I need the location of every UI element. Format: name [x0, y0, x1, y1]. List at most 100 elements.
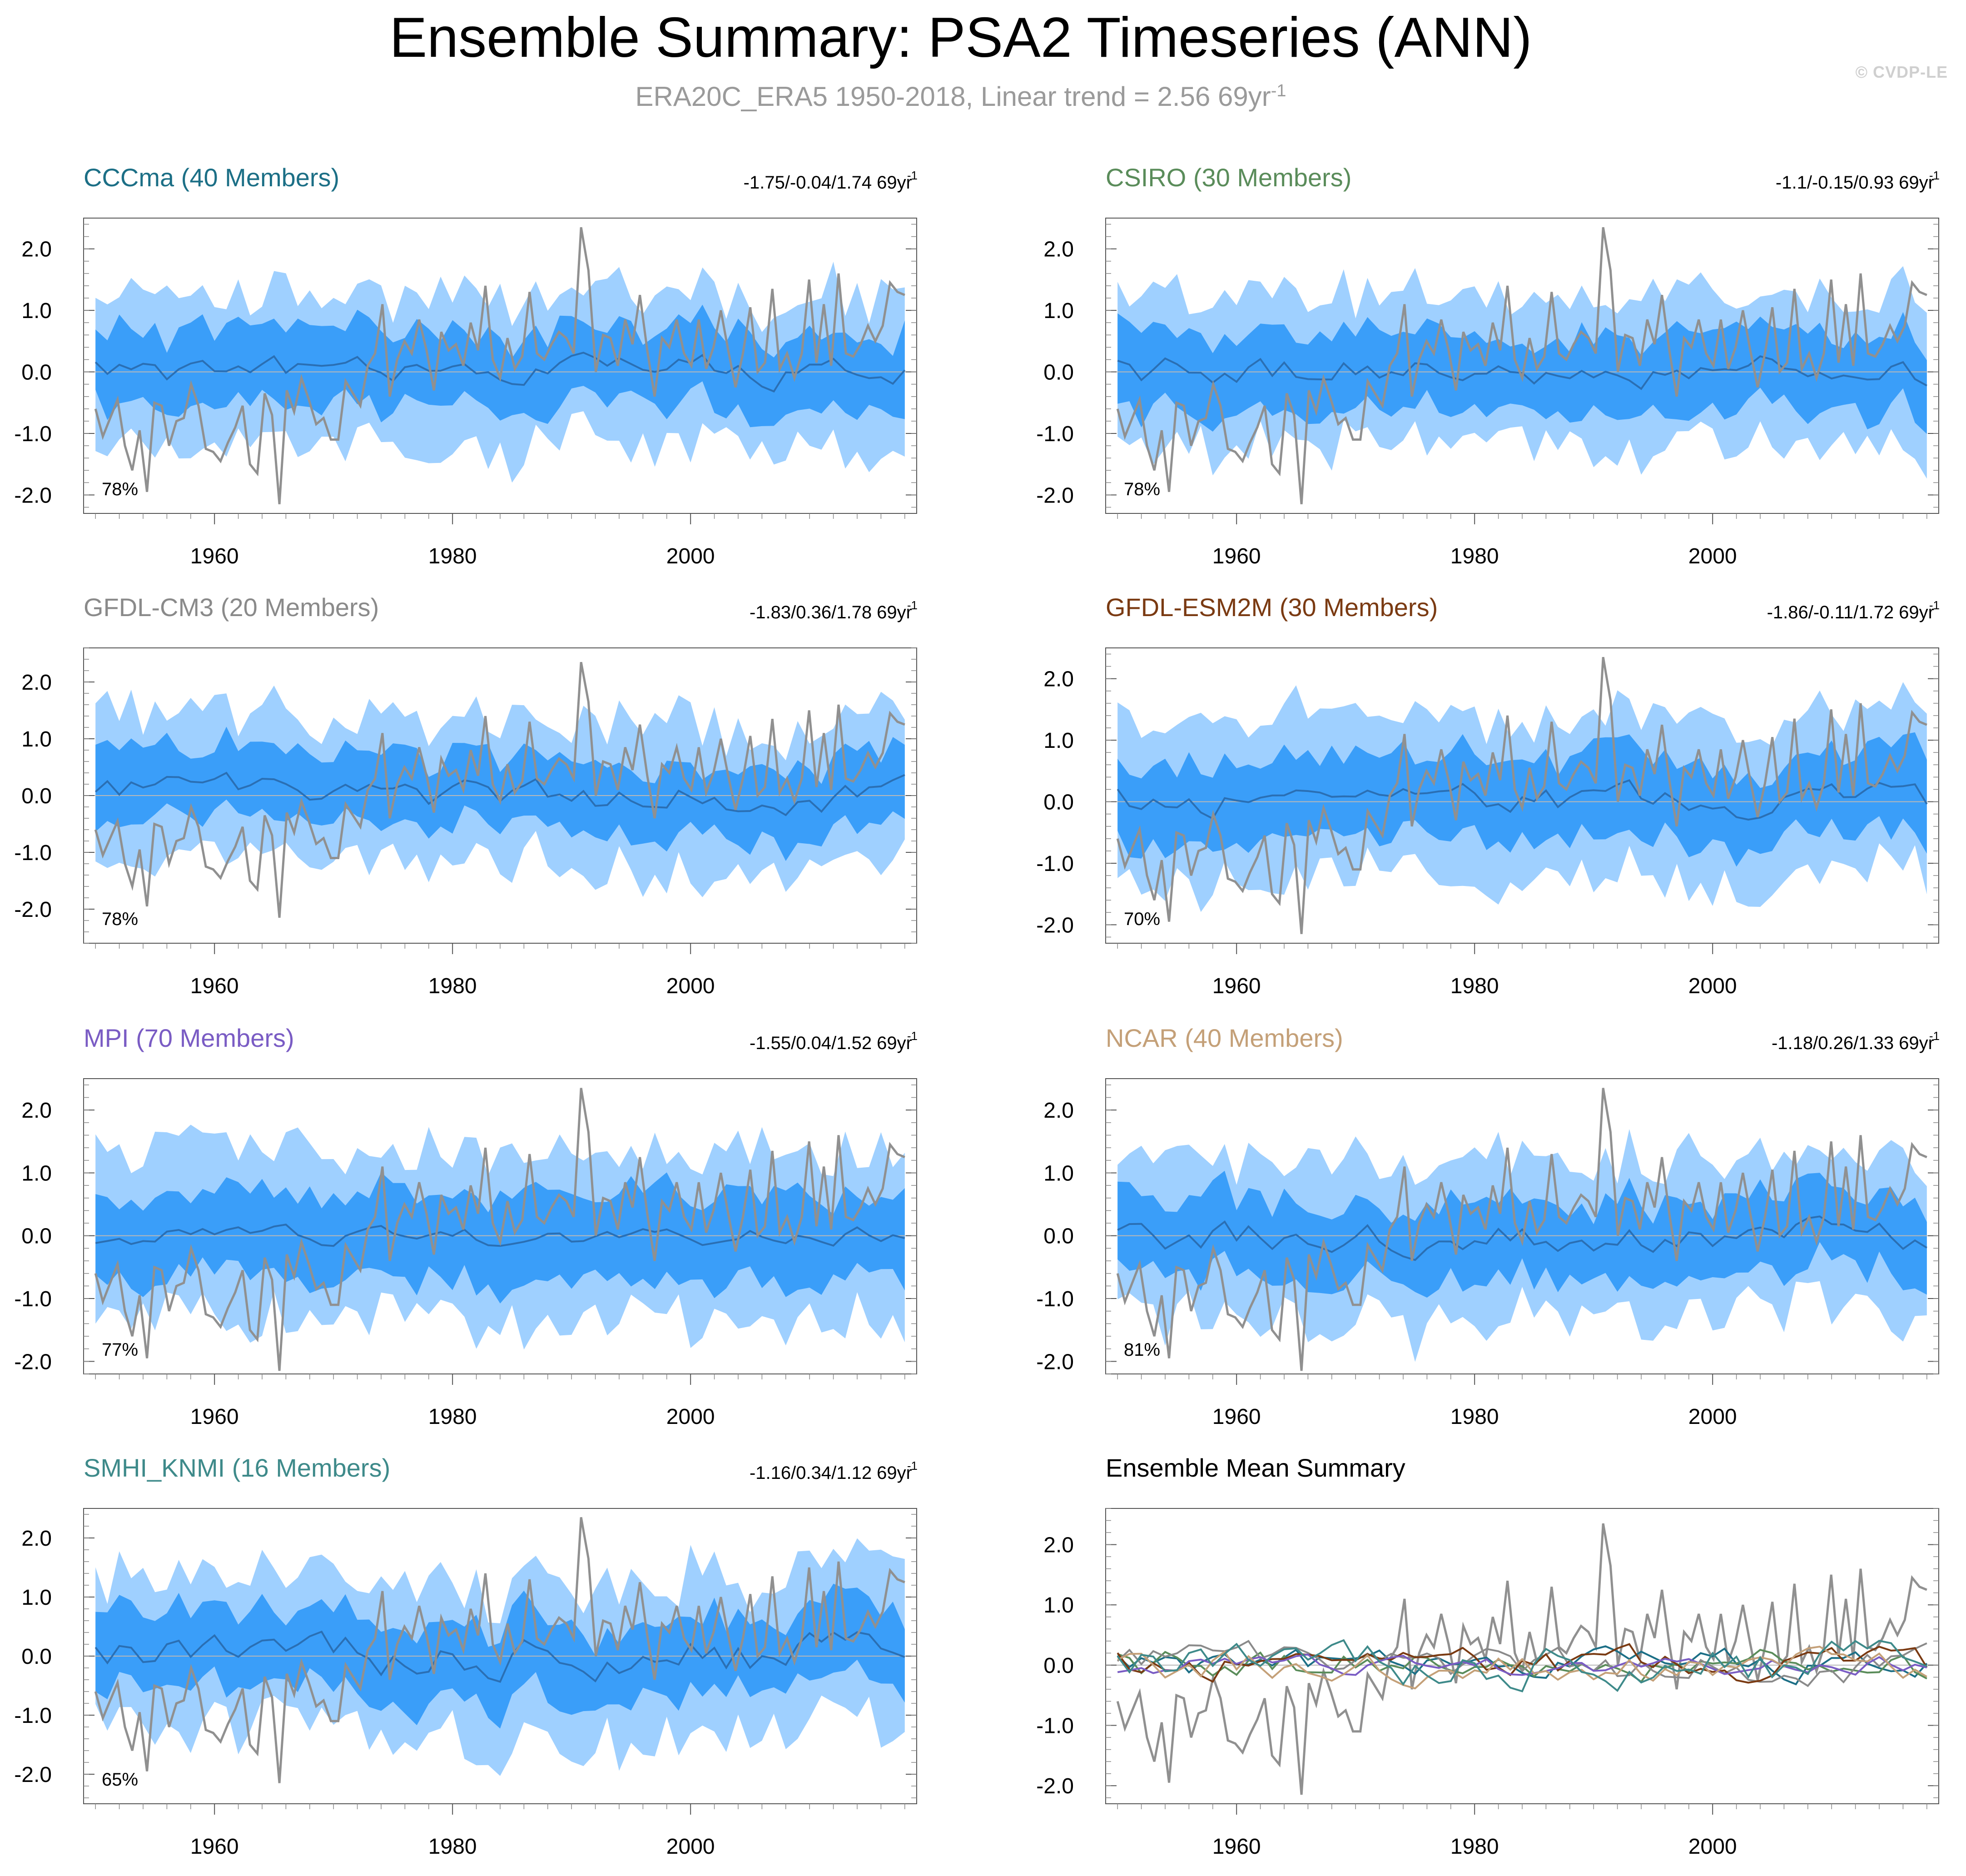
x-tick-label: 2000 [666, 1405, 715, 1429]
y-tick-label: 0.0 [21, 361, 52, 385]
plot-frame [1105, 1508, 1939, 1804]
y-tick-label: -1.0 [1036, 1714, 1074, 1738]
x-tick-label: 1960 [1212, 1405, 1261, 1429]
ensemble-mean-line [1117, 779, 1928, 821]
observation-line [1116, 657, 1927, 934]
inner-spread-band [95, 727, 905, 861]
y-tick-label: -1.0 [1036, 422, 1074, 446]
panel-title: MPI (70 Members) [84, 1024, 294, 1052]
panel-stats: -1.55/0.04/1.52 69yr [750, 1033, 912, 1053]
observation-line [94, 1517, 905, 1783]
percent-label: 81% [1124, 1340, 1160, 1360]
subtitle-text: ERA20C_ERA5 1950-2018, Linear trend = 2.… [635, 81, 1271, 112]
panel-stats: -1.16/0.34/1.12 69yr [750, 1463, 912, 1483]
observation-line [1116, 227, 1927, 504]
x-tick-label: 1960 [190, 974, 239, 998]
x-tick-label: 2000 [1688, 1835, 1737, 1859]
x-tick-label: 1960 [190, 1405, 239, 1429]
ensemble-mean-series-0 [1117, 1645, 1928, 1686]
plot-area [1106, 657, 1939, 934]
y-tick-label: 1.0 [21, 1586, 52, 1610]
y-tick-label: 0.0 [21, 1224, 52, 1249]
subtitle: ERA20C_ERA5 1950-2018, Linear trend = 2.… [0, 73, 1921, 115]
panel-title: NCAR (40 Members) [1106, 1024, 1343, 1052]
y-tick-label: -2.0 [14, 1350, 52, 1374]
y-tick-label: -2.0 [1036, 483, 1074, 508]
observation-line [1116, 1088, 1927, 1371]
x-tick-label: 1980 [1450, 1405, 1499, 1429]
y-tick-label: 0.0 [21, 784, 52, 808]
panel-title: Ensemble Mean Summary [1106, 1453, 1405, 1482]
y-tick-label: 2.0 [21, 238, 52, 262]
y-tick-label: -2.0 [1036, 1350, 1074, 1374]
y-tick-label: 1.0 [21, 1161, 52, 1185]
x-tick-label: 1980 [428, 1835, 477, 1859]
observation-line [94, 662, 905, 918]
y-tick-label: 2.0 [21, 1527, 52, 1551]
x-tick-label: 1980 [428, 974, 477, 998]
panel-stats-exponent: -1 [1929, 1029, 1940, 1043]
x-tick-label: 1960 [1212, 1835, 1261, 1859]
y-tick-label: 2.0 [1043, 1533, 1074, 1558]
panel-title: GFDL-CM3 (20 Members) [84, 593, 379, 622]
panel-5: NCAR (40 Members) -1.18/0.26/1.33 69yr-1 8… [1036, 1024, 1940, 1429]
x-tick-label: 1980 [1450, 544, 1499, 568]
y-tick-label: -1.0 [1036, 852, 1074, 876]
y-tick-label: 0.0 [21, 1645, 52, 1669]
panel-stats: -1.86/-0.11/1.72 69yr [1767, 602, 1934, 622]
main-title: Ensemble Summary: PSA2 Timeseries (ANN) [389, 6, 1532, 69]
panel-stats-exponent: -1 [907, 1459, 918, 1473]
plot-area [1106, 227, 1939, 504]
y-tick-label: 1.0 [1043, 1593, 1074, 1617]
y-tick-label: -2.0 [1036, 1774, 1074, 1798]
subtitle-exponent: -1 [1271, 81, 1286, 100]
y-tick-label: 1.0 [1043, 1161, 1074, 1185]
y-tick-label: 2.0 [1043, 238, 1074, 262]
observation-line [94, 1088, 905, 1371]
y-tick-label: -1.0 [14, 1287, 52, 1311]
panel-stats: -1.75/-0.04/1.74 69yr [744, 173, 912, 193]
y-tick-label: 2.0 [21, 1099, 52, 1123]
panel-4: MPI (70 Members) -1.55/0.04/1.52 69yr-1 77… [14, 1024, 918, 1429]
percent-label: 70% [1124, 909, 1160, 929]
y-tick-label: 0.0 [1043, 791, 1074, 815]
panel-2: GFDL-CM3 (20 Members) -1.83/0.36/1.78 69y… [14, 593, 918, 998]
panel-stats-exponent: -1 [907, 598, 918, 612]
plot-area [84, 662, 917, 918]
x-tick-label: 1960 [1212, 544, 1261, 568]
y-tick-label: 0.0 [1043, 361, 1074, 385]
y-tick-label: 2.0 [1043, 667, 1074, 692]
percent-label: 78% [102, 909, 138, 929]
ensemble-mean-line [94, 1630, 905, 1683]
panel-title: GFDL-ESM2M (30 Members) [1106, 593, 1438, 622]
y-tick-label: 0.0 [1043, 1654, 1074, 1678]
panel-stats: -1.1/-0.15/0.93 69yr [1776, 173, 1934, 193]
ensemble-mean-series-5 [1117, 1646, 1927, 1690]
plot-area [1106, 1523, 1939, 1795]
panel-6: SMHI_KNMI (16 Members) -1.16/0.34/1.12 69… [14, 1453, 918, 1859]
plot-area [84, 227, 917, 504]
plot-area [84, 1088, 917, 1371]
panel-stats-exponent: -1 [907, 169, 918, 182]
panel-stats-exponent: -1 [1929, 598, 1940, 612]
panel-stats: -1.18/0.26/1.33 69yr [1772, 1033, 1934, 1053]
y-tick-label: -2.0 [14, 1763, 52, 1787]
ensemble-mean-line [1117, 1215, 1927, 1261]
panel-0: CCCma (40 Members) -1.75/-0.04/1.74 69yr-… [14, 163, 918, 568]
panel-7: Ensemble Mean Summary 2.0 1.0 0.0 -1.0 -2.0 19… [1036, 1453, 1939, 1859]
x-tick-label: 2000 [666, 1835, 715, 1859]
ensemble-mean-series-6 [1117, 1639, 1927, 1692]
y-tick-label: 1.0 [21, 299, 52, 323]
y-tick-label: 0.0 [1043, 1224, 1074, 1249]
y-tick-label: -2.0 [14, 483, 52, 508]
percent-label: 78% [1124, 479, 1160, 499]
y-tick-label: 1.0 [21, 727, 52, 751]
ensemble-mean-series-2 [1117, 1640, 1927, 1687]
inner-spread-band [1117, 732, 1927, 867]
plot-area [1106, 1088, 1939, 1371]
y-tick-label: -2.0 [14, 898, 52, 922]
x-tick-label: 2000 [1688, 544, 1737, 568]
y-tick-label: -1.0 [1036, 1287, 1074, 1311]
panel-title: CSIRO (30 Members) [1106, 163, 1351, 192]
